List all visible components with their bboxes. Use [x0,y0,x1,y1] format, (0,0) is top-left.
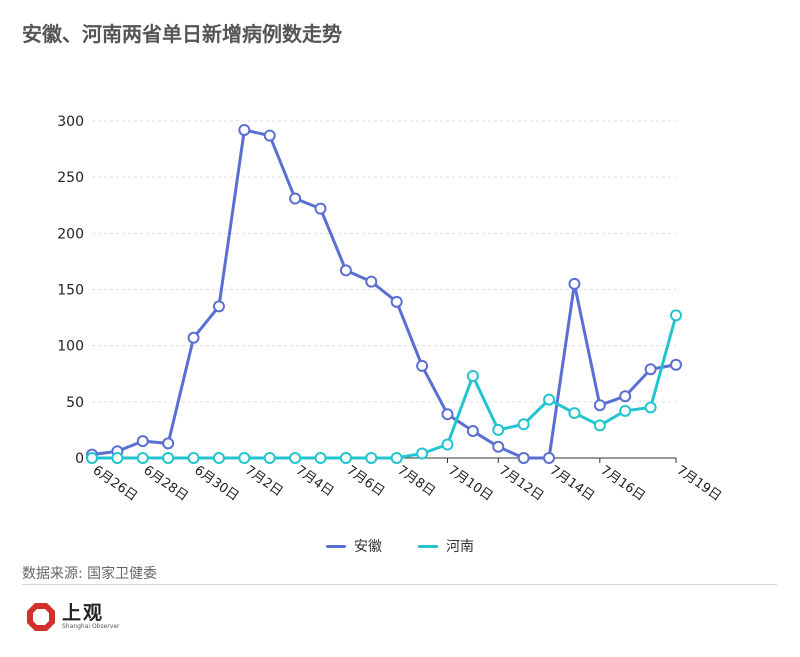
legend-label-henan: 河南 [446,539,474,555]
logo-text-cn: 上观 [62,602,105,624]
data-point-henan [416,447,429,460]
legend-swatch-anhui [326,544,346,548]
x-tick-label: 7月8日 [394,463,437,500]
legend-item-anhui[interactable]: 安徽 [326,536,382,556]
logo-text-en: Shanghai Observer [62,623,120,630]
data-point-anhui [543,452,556,464]
chart-title: 安徽、河南两省单日新增病例数走势 [22,22,342,46]
data-point-anhui [619,390,632,403]
data-point-henan [670,309,682,322]
data-point-anhui [568,277,581,290]
data-point-anhui [441,408,454,421]
data-point-henan [314,452,327,464]
data-point-henan [568,407,581,420]
grid-lines [92,120,676,403]
data-point-anhui [263,129,276,142]
data-point-henan [187,452,200,464]
data-point-henan [390,452,403,464]
x-tick-label: 6月26日 [90,463,140,504]
data-point-henan [644,401,657,414]
data-point-henan [441,438,454,451]
data-point-anhui [162,437,175,450]
data-point-henan [593,419,606,432]
data-point-henan [162,452,175,464]
data-point-anhui [390,295,403,308]
x-tick-label: 7月10日 [445,463,495,504]
data-point-henan [492,423,505,436]
data-point-anhui [212,300,225,313]
x-tick-label: 6月28日 [140,463,190,504]
x-tick-label: 7月14日 [547,463,597,504]
legend-item-henan[interactable]: 河南 [418,536,474,556]
data-point-henan [238,452,251,464]
x-tick-label: 7月19日 [674,463,724,504]
data-point-henan [136,452,149,464]
logo: 上观 Shanghai Observer [26,602,119,632]
data-point-anhui [289,192,302,205]
data-point-henan [543,393,556,406]
data-point-anhui [416,359,429,372]
x-axis: 6月26日 6月28日 6月30日 7月2日 7月4日 7月6日 7月8日 7月10日 7月12… [90,457,724,504]
data-point-anhui [238,123,251,136]
data-point-henan [289,452,302,464]
data-point-henan [517,418,530,431]
data-point-anhui [466,425,479,438]
data-point-anhui [644,363,657,376]
x-tick-label: 7月16日 [598,463,648,504]
y-tick-label: 50 [66,395,84,411]
y-tick-label: 150 [57,283,84,299]
logo-icon [27,603,55,631]
series-line-henan [92,314,678,460]
data-point-anhui [136,435,149,448]
divider [22,584,777,585]
y-tick-label: 0 [75,451,84,467]
x-tick-label: 7月4日 [293,463,336,500]
y-axis: 0 50 100 150 200 250 300 [57,114,84,467]
x-tick-label: 7月2日 [242,463,285,500]
data-point-henan [339,452,352,464]
legend: 安徽 河南 [0,536,800,556]
y-tick-label: 100 [57,339,84,355]
data-point-anhui [365,275,378,288]
x-tick-label: 7月12日 [496,463,546,504]
x-tick-label: 7月6日 [344,463,387,500]
x-tick-label: 6月30日 [191,463,241,504]
data-point-henan [466,369,479,382]
data-point-henan [619,404,632,417]
data-point-henan [86,452,98,464]
data-point-anhui [517,452,530,464]
data-point-anhui [492,440,505,453]
series-line-anhui [91,128,677,460]
legend-swatch-henan [418,544,438,548]
y-tick-label: 200 [57,226,84,242]
data-point-anhui [339,264,352,277]
data-point-henan [263,452,276,464]
legend-label-anhui: 安徽 [354,539,382,555]
y-tick-label: 250 [57,170,84,186]
data-point-anhui [314,202,327,215]
data-point-anhui [670,358,682,371]
data-point-anhui [593,399,606,412]
series-group [86,123,682,464]
data-point-anhui [187,331,200,344]
data-point-henan [365,452,378,464]
data-point-henan [111,452,124,464]
y-tick-label: 300 [57,114,84,130]
source-note: 数据来源: 国家卫健委 [22,566,158,582]
data-point-henan [212,452,225,464]
